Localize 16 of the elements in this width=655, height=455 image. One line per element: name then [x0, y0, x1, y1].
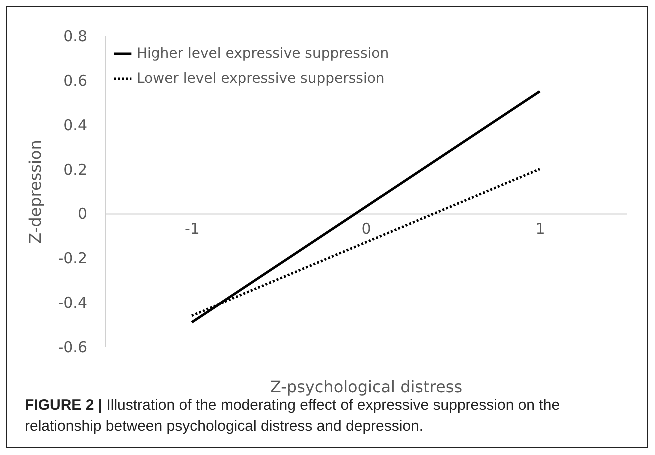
x-axis-title: Z-psychological distress	[270, 378, 463, 396]
y-axis-title: Z-depression	[26, 140, 46, 244]
x-tick-label: 0	[362, 220, 372, 238]
legend-label: Higher level expressive suppression	[137, 46, 390, 62]
legend-label: Lower level expressive supperssion	[137, 71, 385, 87]
y-tick-label: -0.6	[58, 338, 88, 356]
y-tick-label: -0.2	[58, 250, 88, 268]
y-tick-label: 0.6	[64, 72, 88, 90]
x-tick-label: 1	[536, 220, 546, 238]
y-tick-label: 0.4	[64, 116, 88, 134]
y-tick-label: 0.2	[64, 160, 88, 179]
x-tick-label: -1	[185, 220, 200, 238]
y-tick-label: 0.8	[64, 28, 88, 46]
y-tick-label: 0	[78, 205, 88, 224]
y-tick-label: -0.4	[58, 294, 88, 312]
caption: FIGURE 2 | Illustration of the moderating effect of expressive suppression on the relationship between psychological distress and depression.	[25, 396, 562, 437]
